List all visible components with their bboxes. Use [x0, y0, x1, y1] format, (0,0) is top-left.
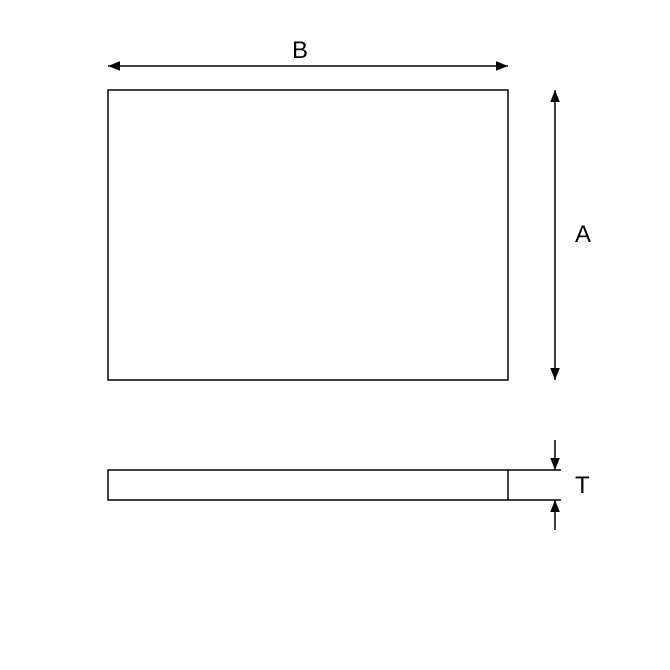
technical-drawing: B A T [0, 0, 670, 670]
dimension-A-label: A [575, 221, 591, 248]
dimension-T-label: T [575, 472, 590, 499]
dimension-T: T [508, 440, 590, 530]
side-view-rect [108, 470, 508, 500]
dimension-B-label: B [292, 37, 308, 64]
dimension-A: A [550, 90, 591, 380]
dimension-B: B [108, 37, 508, 71]
top-view-rect [108, 90, 508, 380]
